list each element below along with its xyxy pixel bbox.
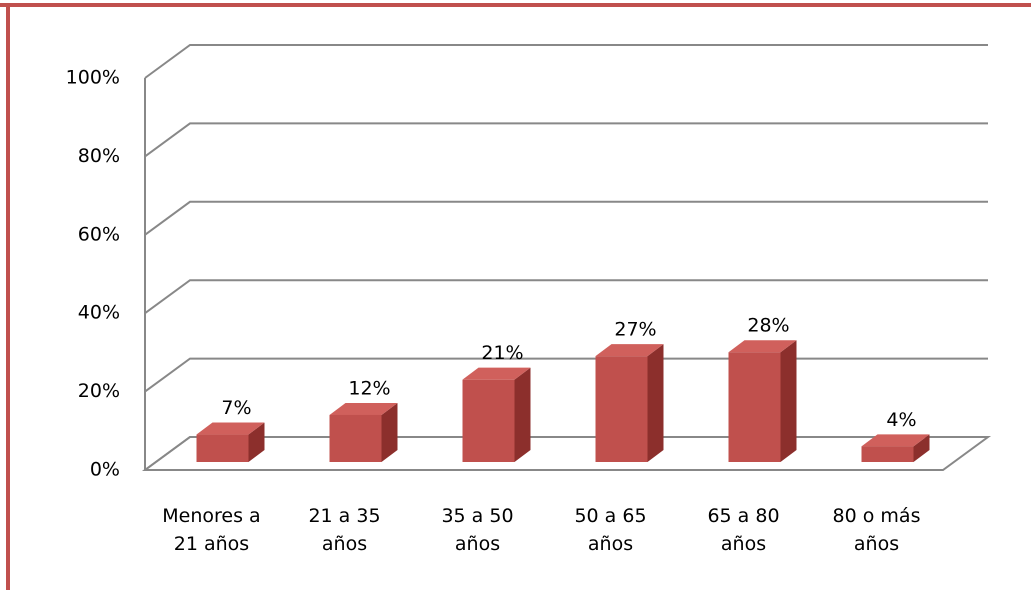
grid-line [144, 357, 988, 393]
bar [728, 352, 781, 462]
bar-top [595, 344, 664, 357]
bar [861, 446, 914, 462]
y-tick-label: 40% [78, 302, 120, 324]
x-tick-label: 50 a 65 años [574, 505, 647, 555]
grid-line [144, 436, 988, 471]
bar-side [647, 344, 664, 462]
data-label: 28% [747, 315, 789, 337]
bar-top [861, 434, 930, 447]
bar [595, 356, 648, 462]
x-tick-label: Menores a 21 años [162, 505, 261, 555]
bar-top [329, 402, 398, 415]
y-tick-label: 80% [78, 145, 120, 167]
x-tick-label: 21 a 35 años [308, 505, 381, 555]
x-tick-label: 80 o más años [832, 505, 921, 555]
y-tick-label: 20% [78, 380, 120, 402]
grid-line [144, 44, 988, 79]
bar-side [381, 402, 398, 462]
bar-side [913, 434, 930, 462]
x-tick-label: 35 a 50 años [441, 505, 514, 555]
bar [196, 434, 249, 462]
bar-side [514, 367, 531, 462]
bar-top [728, 340, 797, 353]
grid-line [144, 122, 988, 158]
bar [462, 379, 515, 462]
data-label: 7% [221, 397, 251, 419]
data-label: 21% [481, 342, 523, 364]
bar-side [248, 422, 265, 462]
bar [329, 414, 382, 462]
grid-line [144, 200, 988, 236]
bar-top [462, 367, 531, 380]
data-label: 12% [348, 377, 390, 399]
x-tick-label: 65 a 80 años [707, 505, 780, 555]
data-label: 27% [614, 319, 656, 341]
y-tick-label: 0% [90, 459, 120, 481]
data-label: 4% [886, 409, 916, 431]
y-tick-label: 100% [66, 67, 120, 89]
bar-side [780, 340, 797, 462]
bar-top [196, 422, 265, 435]
y-tick-label: 60% [78, 223, 120, 245]
grid-line [144, 279, 988, 315]
